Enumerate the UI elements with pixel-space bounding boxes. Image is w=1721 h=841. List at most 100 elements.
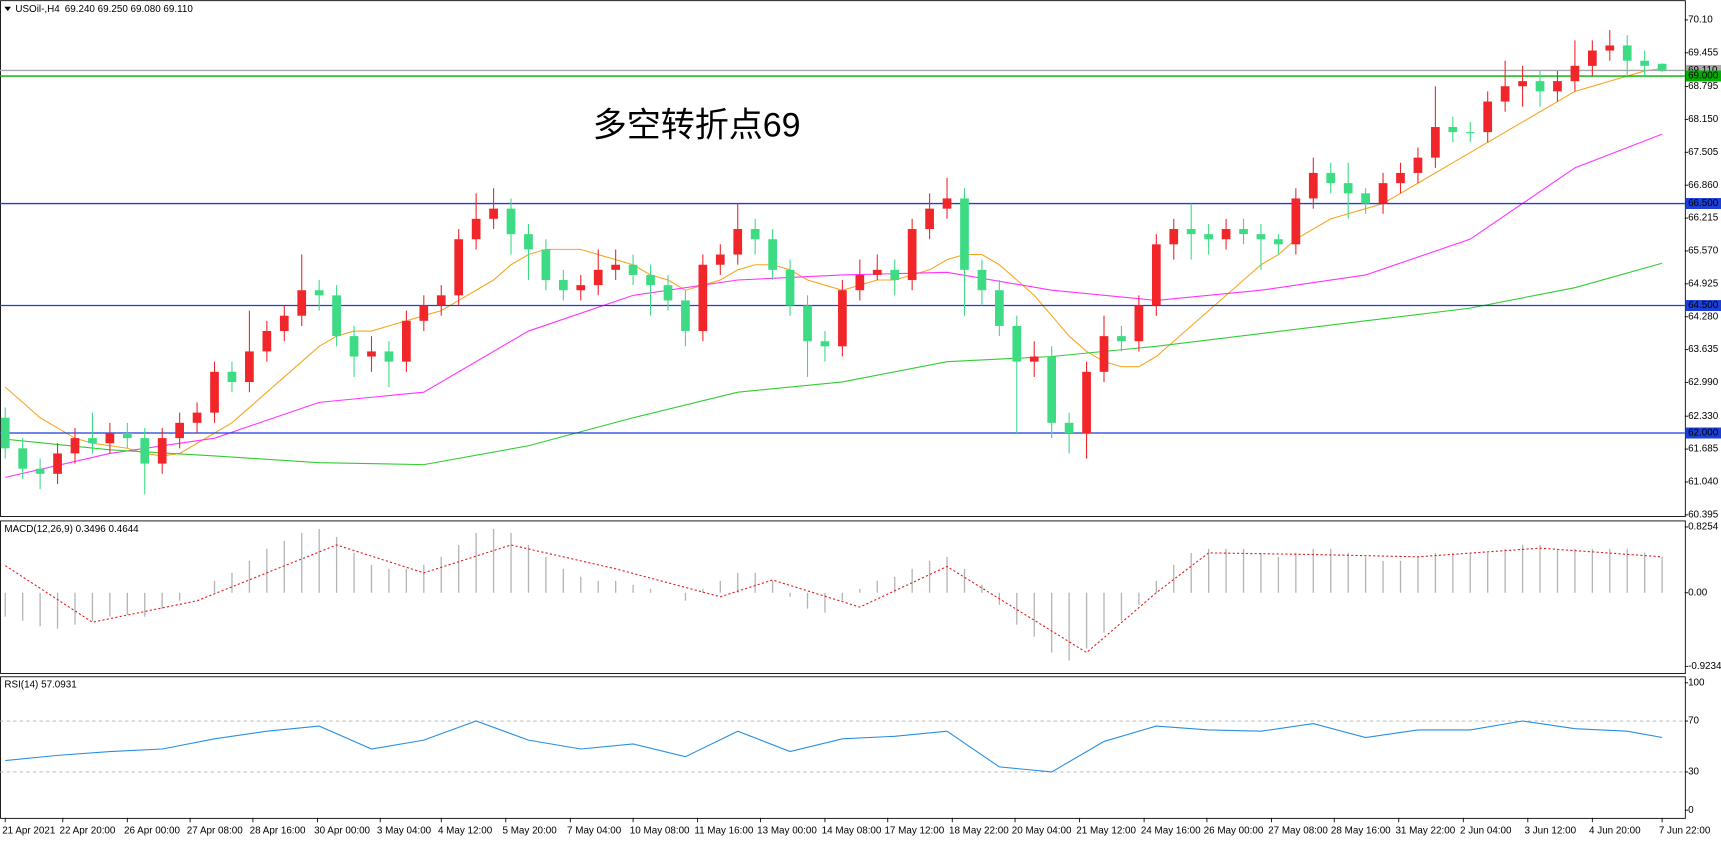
candle-body [1413, 157, 1423, 173]
y-tick-label: 100 [1688, 677, 1705, 688]
candle-body [1361, 193, 1370, 204]
candle-body [332, 295, 341, 337]
candle-body [1483, 101, 1493, 133]
y-tick-label: 69.455 [1688, 47, 1719, 58]
x-tick-label: 3 May 04:00 [377, 826, 432, 837]
y-tick-label: 60.395 [1688, 509, 1719, 520]
level-label-box [1685, 64, 1721, 76]
candle-body [942, 198, 952, 209]
x-tick-label: 24 May 16:00 [1141, 826, 1201, 837]
x-tick-label: 7 Jun 22:00 [1659, 826, 1711, 837]
rsi-line [5, 720, 1663, 773]
x-tick-label: 13 May 00:00 [757, 826, 817, 837]
candle-body [1256, 234, 1266, 240]
x-tick-label: 4 May 12:00 [438, 826, 493, 837]
y-tick-label: 70.10 [1688, 15, 1713, 26]
chart-title: 69.240 69.250 69.080 69.110 [65, 4, 194, 15]
moving-average [5, 262, 1663, 466]
x-tick-label: 21 May 12:00 [1076, 826, 1136, 837]
candle-body [541, 249, 551, 281]
candle-body [1640, 60, 1650, 66]
y-tick-label: 64.280 [1688, 311, 1719, 322]
candle-body [384, 351, 394, 362]
y-tick-label: 0.8254 [1688, 522, 1719, 533]
x-tick-label: 26 Apr 00:00 [124, 826, 180, 837]
candle-body [1204, 234, 1214, 240]
candle-body [157, 438, 167, 464]
candle-body [1518, 81, 1527, 87]
candle-body [1535, 81, 1545, 92]
candle-body [576, 285, 586, 291]
level-label: 64.500 [1688, 300, 1719, 311]
candle-body [506, 208, 516, 235]
x-tick-label: 27 Apr 08:00 [187, 826, 243, 837]
macd-panel [0, 520, 1686, 674]
x-tick-label: 7 May 04:00 [567, 826, 622, 837]
candle-body [1431, 127, 1440, 158]
y-tick-label: 68.150 [1688, 114, 1719, 125]
rsi-panel [0, 676, 1686, 819]
candle-body [855, 274, 865, 291]
candle-body [1605, 45, 1615, 51]
rsi-title: RSI(14) 57.0931 [4, 680, 76, 691]
candle-body [1117, 336, 1126, 342]
x-tick-label: 11 May 16:00 [694, 826, 754, 837]
level-label: 66.500 [1688, 198, 1719, 209]
moving-average [4, 67, 1663, 457]
macd-signal [4, 544, 1663, 654]
candle-body [681, 300, 690, 332]
y-tick-label: 65.570 [1688, 246, 1719, 257]
candle-body [1099, 336, 1109, 372]
candle-body [227, 371, 237, 383]
candle-body [245, 351, 254, 383]
candle-body [925, 208, 934, 230]
candle-body [1082, 371, 1091, 434]
candle-body [768, 239, 777, 270]
level-label: 69.000 [1688, 71, 1719, 82]
candle-body [593, 269, 603, 286]
candle-body [733, 229, 743, 255]
y-tick-label: 61.685 [1688, 444, 1719, 455]
candle-body [1308, 172, 1318, 199]
candle-body [1291, 198, 1301, 245]
level-label-box [1685, 70, 1721, 82]
candle-body [1326, 172, 1336, 184]
candle-body [262, 331, 272, 352]
candle-body [53, 453, 62, 474]
candle-body [1448, 127, 1458, 133]
candle-body [402, 320, 411, 362]
candle-body [175, 422, 185, 439]
candle-body [1186, 229, 1196, 235]
x-tick-label: 22 Apr 20:00 [59, 826, 115, 837]
candle-body [1047, 356, 1057, 423]
candle-body [1553, 81, 1562, 92]
x-tick-label: 14 May 08:00 [822, 826, 882, 837]
candle-body [210, 371, 219, 413]
symbol-arrow [4, 6, 11, 12]
candle-body [907, 229, 917, 281]
x-tick-label: 20 May 04:00 [1012, 826, 1072, 837]
candle-body [314, 290, 324, 296]
y-tick-label: 67.505 [1688, 147, 1719, 158]
x-tick-label: 30 Apr 00:00 [314, 826, 370, 837]
candle-body [698, 264, 708, 332]
candle-body [1622, 45, 1632, 61]
candle-body [1012, 325, 1022, 362]
y-tick-label: -0.9234 [1688, 661, 1721, 672]
y-tick-label: 0 [1688, 805, 1694, 816]
candle-body [872, 269, 882, 275]
level-label: 69.110 [1688, 65, 1718, 76]
candle-body [628, 264, 638, 275]
x-tick-label: 28 May 16:00 [1331, 826, 1391, 837]
x-tick-label: 2 Jun 04:00 [1460, 826, 1512, 837]
candle-body [785, 269, 795, 306]
annotation: 多空转折点69 [593, 106, 801, 144]
candle-body [1274, 239, 1283, 245]
candle-body [611, 264, 621, 270]
candle-body [1396, 172, 1405, 184]
level-label-box [1685, 300, 1721, 312]
candle-body [489, 208, 498, 219]
y-tick-label: 66.215 [1688, 213, 1719, 224]
candle-body [524, 234, 533, 250]
x-tick-label: 4 Jun 20:00 [1589, 826, 1641, 837]
